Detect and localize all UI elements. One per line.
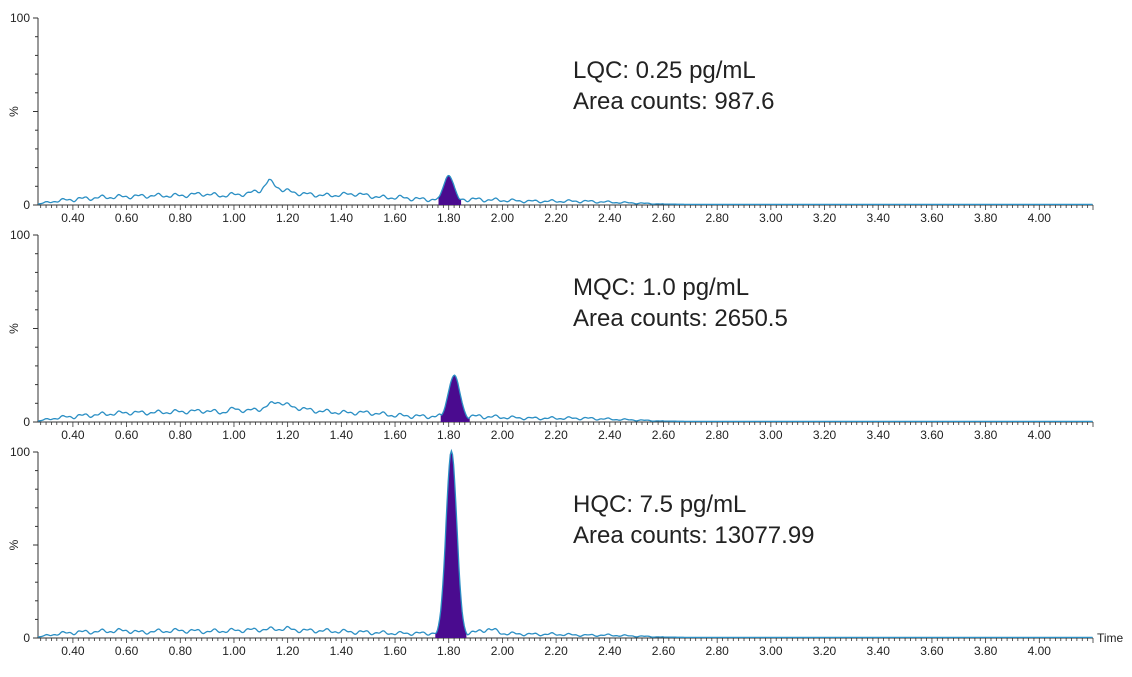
x-axis-label: Time [1097,631,1124,645]
chromatogram-trace [37,448,1093,639]
x-tick-label: 1.00 [222,211,246,225]
x-tick-label: 1.20 [276,428,300,442]
x-tick-label: 3.60 [920,211,944,225]
y-axis-label: % [7,323,21,334]
x-tick-label: 2.20 [544,211,568,225]
x-tick-label: 3.80 [974,211,998,225]
x-tick-label: 3.00 [759,428,783,442]
x-tick-label: 3.20 [813,211,837,225]
area-counts-label: Area counts: 987.6 [573,88,774,115]
y-tick-label: 100 [10,445,30,459]
x-tick-label: 3.00 [759,644,783,658]
x-tick-label: 1.80 [437,644,461,658]
x-tick-label: 1.60 [383,211,407,225]
integrated-peak [440,375,470,422]
y-tick-label: 0 [23,415,30,429]
x-tick-label: 2.20 [544,644,568,658]
y-tick-label: 100 [10,11,30,25]
x-tick-label: 1.60 [383,644,407,658]
x-tick-label: 3.60 [920,428,944,442]
x-tick-label: 2.40 [598,644,622,658]
x-tick-label: 3.80 [974,428,998,442]
x-tick-label: 2.40 [598,428,622,442]
chromatogram-trace [37,374,1093,423]
x-tick-label: 2.40 [598,211,622,225]
concentration-label: MQC: 1.0 pg/mL [573,274,749,301]
x-tick-label: 0.40 [61,428,85,442]
chromatogram-trace [37,174,1093,206]
x-tick-label: 2.60 [652,428,676,442]
x-tick-label: 0.60 [115,211,139,225]
x-tick-label: 0.40 [61,644,85,658]
x-tick-label: 0.80 [169,211,193,225]
x-tick-label: 1.40 [330,428,354,442]
x-tick-label: 2.00 [491,428,515,442]
x-tick-label: 3.40 [867,211,891,225]
x-tick-label: 2.00 [491,644,515,658]
x-tick-label: 1.00 [222,428,246,442]
x-tick-label: 1.20 [276,644,300,658]
x-tick-label: 1.80 [437,428,461,442]
x-tick-label: 2.00 [491,211,515,225]
x-tick-label: 2.80 [705,428,729,442]
x-tick-label: 2.60 [652,644,676,658]
y-axis-label: % [7,539,21,550]
area-counts-label: Area counts: 2650.5 [573,305,788,332]
concentration-label: LQC: 0.25 pg/mL [573,57,756,84]
x-tick-label: 4.00 [1028,428,1052,442]
x-tick-label: 2.60 [652,211,676,225]
x-tick-label: 3.60 [920,644,944,658]
integrated-peak [435,450,467,638]
x-tick-label: 0.60 [115,428,139,442]
x-tick-label: 3.20 [813,428,837,442]
x-tick-label: 0.40 [61,211,85,225]
y-tick-label: 100 [10,228,30,242]
x-tick-label: 2.80 [705,211,729,225]
x-tick-label: 3.40 [867,644,891,658]
concentration-label: HQC: 7.5 pg/mL [573,491,746,518]
x-tick-label: 3.00 [759,211,783,225]
panel-mqc: 0 100% 0.40 0.60 0.80 1.00 1.20 1.40 1.60 1.80 2.0… [7,228,1094,442]
x-tick-label: 3.20 [813,644,837,658]
x-tick-label: 3.40 [867,428,891,442]
x-tick-label: 1.20 [276,211,300,225]
x-tick-label: 2.20 [544,428,568,442]
y-tick-label: 0 [23,631,30,645]
x-tick-label: 1.40 [330,211,354,225]
x-tick-label: 2.80 [705,644,729,658]
x-tick-label: 0.80 [169,644,193,658]
x-tick-label: 1.00 [222,644,246,658]
x-tick-label: 4.00 [1028,644,1052,658]
x-tick-label: 1.40 [330,644,354,658]
area-counts-label: Area counts: 13077.99 [573,522,815,549]
x-tick-label: 0.80 [169,428,193,442]
x-tick-label: 3.80 [974,644,998,658]
x-tick-label: 4.00 [1028,211,1052,225]
panel-lqc: 0 100% 0.40 0.60 0.80 1.00 1.20 1.40 1.60 1.80 2.0… [7,11,1094,225]
y-tick-label: 0 [23,198,30,212]
y-axis-label: % [7,106,21,117]
panel-hqc: 0 100% 0.40 0.60 0.80 1.00 1.20 1.40 1.60 1.80 2.0… [7,445,1124,658]
x-tick-label: 0.60 [115,644,139,658]
x-tick-label: 1.60 [383,428,407,442]
integrated-peak [438,175,462,205]
x-tick-label: 1.80 [437,211,461,225]
